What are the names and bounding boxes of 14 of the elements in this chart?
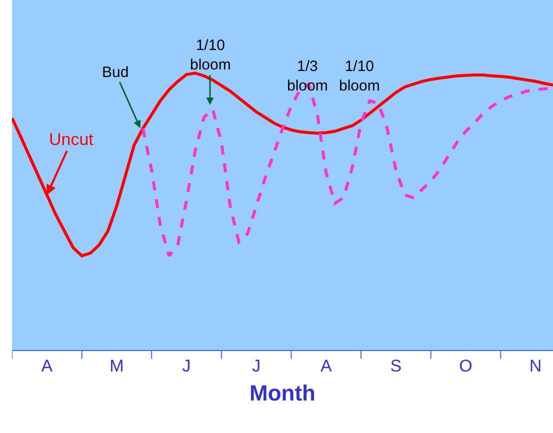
x-tick-label: A [320, 356, 332, 376]
x-tick-label: J [182, 356, 191, 376]
x-tick-label: N [529, 356, 542, 376]
series-label: Uncut [49, 130, 94, 149]
x-tick-label: S [390, 356, 402, 376]
annotation: 1/10 bloom [190, 37, 231, 74]
annotation: Bud [102, 64, 129, 81]
x-tick-label: A [41, 356, 54, 376]
x-tick-label: O [459, 356, 472, 376]
x-tick-label: J [252, 356, 261, 376]
annotation: 1/10 bloom [339, 58, 380, 94]
annotation: 1/3 bloom [287, 58, 328, 94]
x-tick-label: M [110, 356, 124, 376]
x-axis-title: Month [250, 380, 316, 406]
